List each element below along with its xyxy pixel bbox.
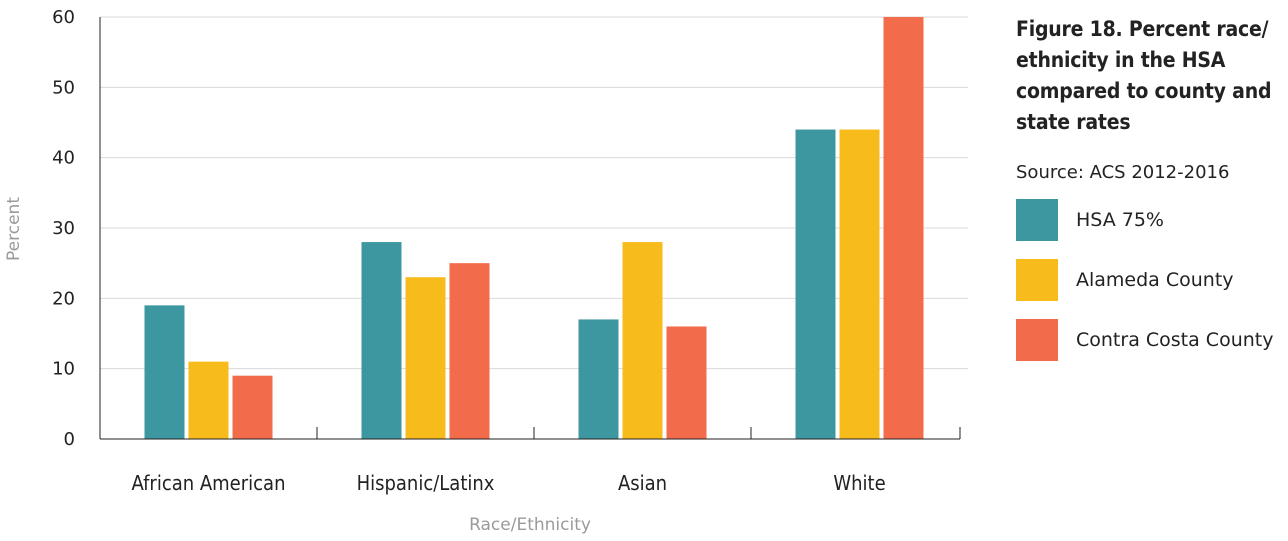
bar-chart: 0 10 20 30 40 50 60 African American Hispanic/La… [4,7,968,535]
y-tick-label-40: 40 [52,148,75,169]
bar-asian-series-1 [622,242,663,439]
legend-label-contra-costa: Contra Costa County [1076,329,1274,351]
legend: HSA 75% Alameda County Contra Costa Coun… [1016,199,1284,361]
bar-asian-series-2 [666,326,707,439]
bar-african-american-series-0 [144,305,185,439]
bar-white-series-2 [883,17,924,439]
y-tick-label-10: 10 [52,359,75,380]
legend-swatch-hsa [1016,199,1058,241]
chart-side-panel: Figure 18. Percent race/ ethnicity in th… [1016,14,1284,379]
bar-hispanic-latinx-series-2 [449,263,490,439]
legend-item-alameda: Alameda County [1016,259,1284,301]
legend-item-contra-costa: Contra Costa County [1016,319,1284,361]
legend-label-alameda: Alameda County [1076,269,1234,291]
bar-african-american-series-2 [232,375,273,439]
x-axis-title: Race/Ethnicity [469,515,591,535]
x-tick-label-african-american: African American [132,471,286,495]
bar-white-series-1 [839,129,880,440]
figure-title: Figure 18. Percent race/ ethnicity in th… [1016,17,1272,134]
y-tick-label-0: 0 [64,429,75,450]
bar-hispanic-latinx-series-0 [361,242,402,439]
x-tick-label-asian: Asian [618,471,667,495]
bar-african-american-series-1 [188,361,229,439]
legend-swatch-contra-costa [1016,319,1058,361]
bar-asian-series-0 [578,319,619,439]
y-axis-title: Percent [4,197,24,261]
x-tick-label-white: White [833,471,885,495]
source-note: Source: ACS 2012-2016 [1016,162,1230,183]
legend-swatch-alameda [1016,259,1058,301]
legend-label-hsa: HSA 75% [1076,209,1164,231]
y-tick-label-20: 20 [52,288,75,309]
y-tick-label-50: 50 [52,77,75,98]
bar-white-series-0 [795,129,836,440]
y-tick-label-60: 60 [52,7,75,28]
x-tick-label-hispanic-latinx: Hispanic/Latinx [357,471,495,495]
bar-hispanic-latinx-series-1 [405,277,446,439]
legend-item-hsa: HSA 75% [1016,199,1284,241]
y-tick-label-30: 30 [52,218,75,239]
